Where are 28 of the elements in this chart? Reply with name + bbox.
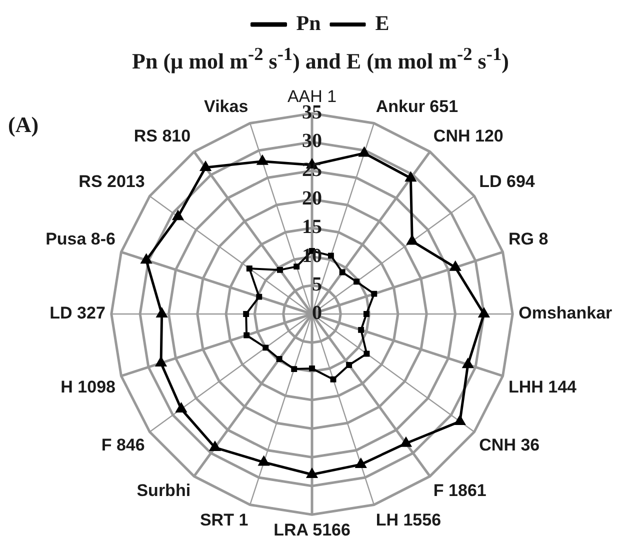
spoke-label: H 1098 [60, 378, 116, 397]
text: (A) [8, 112, 39, 138]
y-tick-label: 20 [302, 188, 322, 210]
legend-label: Pn [296, 10, 322, 35]
y-tick-label: 5 [312, 274, 322, 296]
spoke-label: LD 327 [50, 304, 106, 323]
spoke-label: RS 2013 [78, 172, 145, 192]
spoke-label: F 1861 [433, 481, 486, 500]
spoke-label: SRT 1 [200, 510, 248, 530]
y-tick-label: 0 [312, 302, 322, 324]
spoke-label: Surbhi [136, 481, 191, 500]
spoke-label: RG 8 [508, 230, 548, 249]
spoke-label: Pusa 8-6 [46, 230, 116, 249]
spoke-label: CNH 36 [479, 435, 540, 454]
spoke-label: Vikas [204, 97, 248, 116]
chart-title: Pn (µ mol m$^{-2}$ s$^{-1}$) and E (m mol m$^{-2}$ s$^{-1}$) [132, 44, 509, 74]
spoke-label: LH 1556 [376, 510, 442, 530]
spoke-label: LRA 5166 [274, 520, 350, 540]
spoke-label: CNH 120 [433, 126, 504, 146]
spoke-label: LHH 144 [508, 378, 578, 397]
spoke-label: Omshankar [518, 304, 613, 323]
y-tick-label: 30 [302, 130, 322, 152]
spoke-label: LD 694 [479, 172, 536, 192]
spoke-label: Ankur 651 [376, 97, 458, 116]
y-tick-label: 15 [302, 216, 322, 238]
legend-label: E [375, 10, 390, 35]
spoke-label: F 846 [101, 435, 145, 454]
spoke-label: RS 810 [134, 126, 191, 146]
